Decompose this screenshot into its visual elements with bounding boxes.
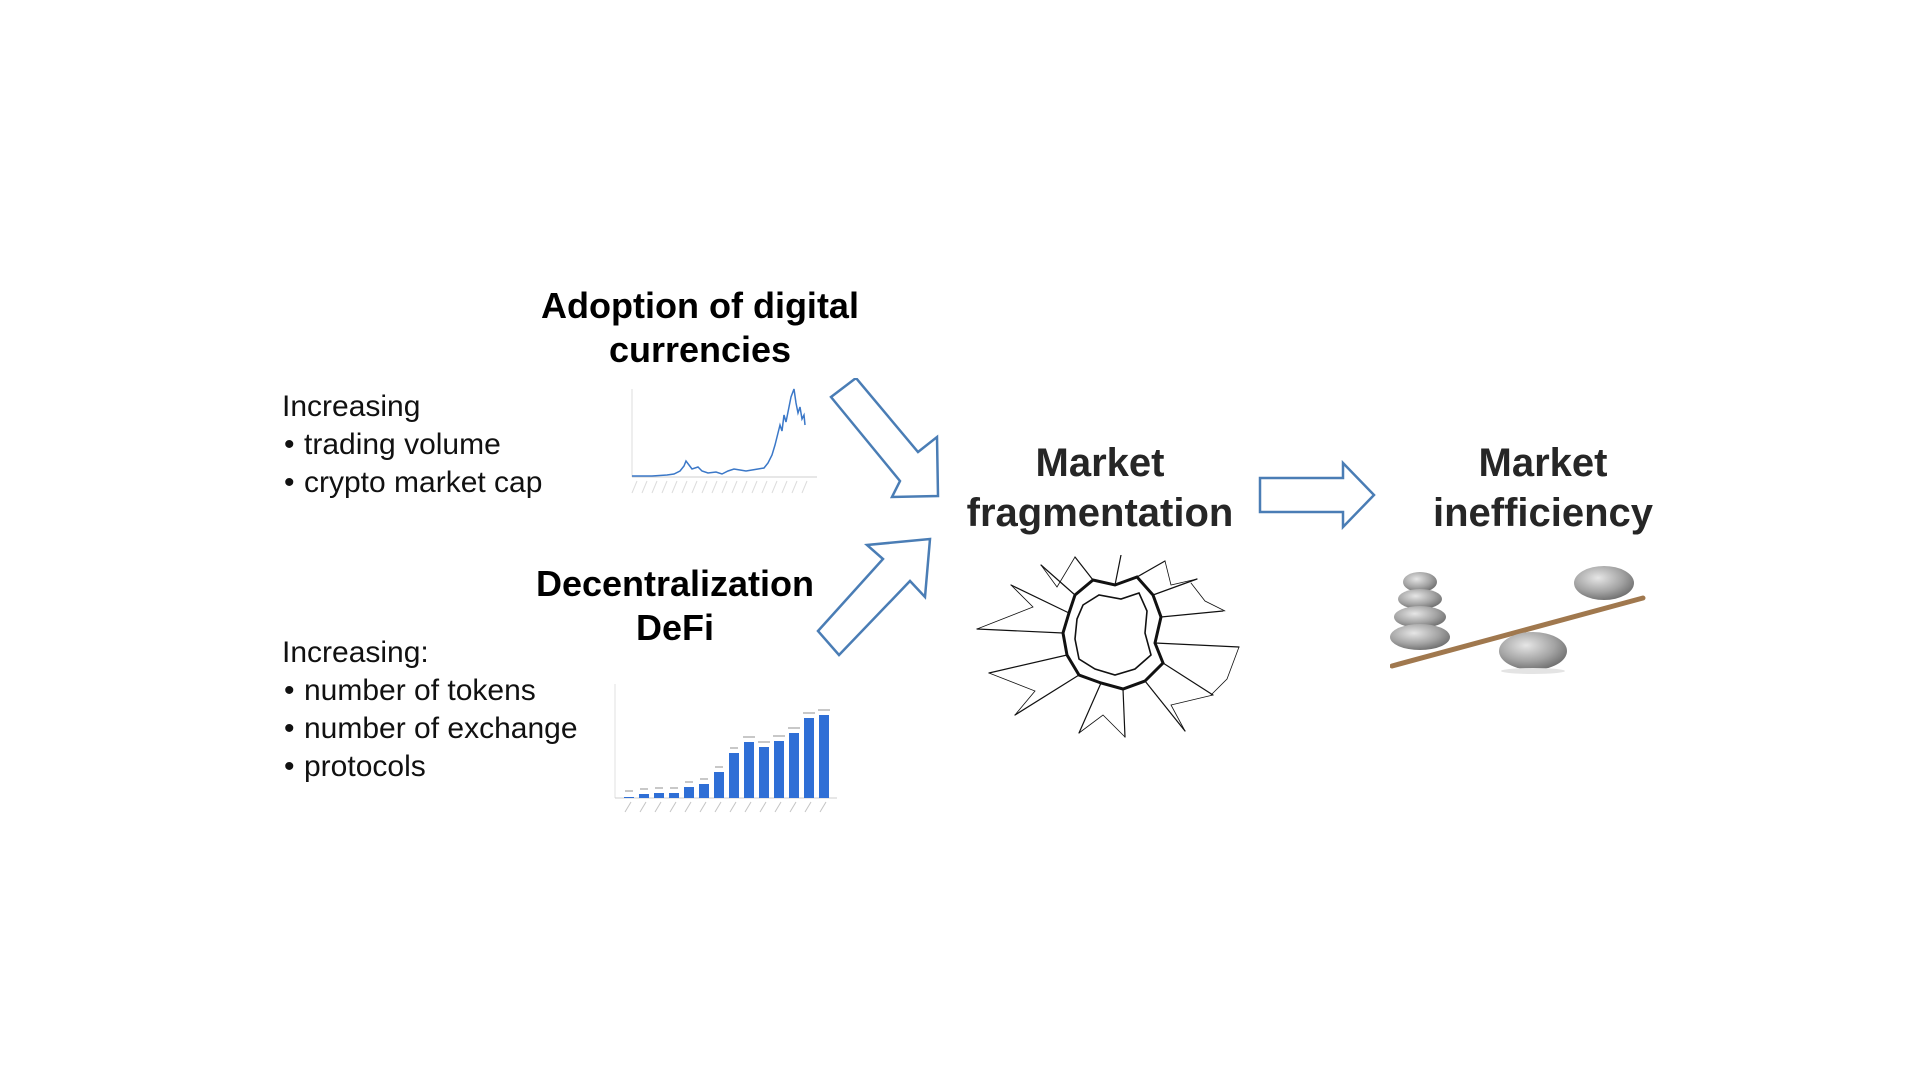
bar [669, 793, 679, 798]
bar [819, 715, 829, 798]
decentralization-heading-line2: DeFi [635, 607, 714, 648]
bar [639, 794, 649, 798]
adoption-bullet-list: trading volume crypto market cap [282, 426, 542, 502]
bar [804, 718, 814, 798]
stone [1394, 606, 1446, 628]
fragmentation-label-line1: Market [1035, 441, 1165, 485]
unbalanced-stones-icon [1390, 566, 1646, 674]
adoption-heading: Adoption of digital currencies [520, 284, 880, 372]
bar [759, 747, 769, 798]
fulcrum-shadow [1501, 668, 1565, 674]
bar-chart-value-labels [625, 709, 830, 792]
bar [684, 787, 694, 798]
seesaw-plank [1390, 595, 1646, 669]
bar [699, 784, 709, 798]
fulcrum-stone [1499, 632, 1567, 670]
adoption-intro: Increasing [282, 390, 421, 423]
bar-chart-x-tick-labels [624, 801, 827, 813]
fragmentation-label-line2: fragmentation [966, 491, 1234, 535]
decentralization-bullet: number of exchange [282, 710, 600, 748]
adoption-heading-line1: Adoption of digital [541, 285, 859, 326]
bar [624, 797, 634, 798]
bar [744, 742, 754, 798]
stone [1403, 572, 1437, 592]
growth-bar-chart-thumbnail [614, 684, 837, 813]
decentralization-bullet: number of tokens [282, 672, 600, 710]
arrow-right [1258, 460, 1376, 530]
price-line-chart-thumbnail [631, 388, 817, 494]
adoption-bullet: crypto market cap [282, 464, 542, 502]
fragmentation-label: Market fragmentation [955, 438, 1245, 538]
bar [729, 753, 739, 798]
inefficiency-label-line2: inefficiency [1432, 491, 1654, 535]
bar [654, 793, 664, 798]
stone [1574, 566, 1634, 600]
inefficiency-label: Market inefficiency [1408, 438, 1678, 538]
decentralization-heading: Decentralization DeFi [510, 562, 840, 650]
adoption-bullet: trading volume [282, 426, 542, 464]
shattered-glass-icon [976, 555, 1240, 738]
chart-x-tick-marks [631, 480, 808, 494]
adoption-heading-line2: currencies [608, 329, 792, 370]
bar [789, 733, 799, 798]
decentralization-bullet: protocols [282, 748, 600, 786]
decentralization-text-block: Increasing: number of tokens number of e… [282, 634, 600, 794]
arrow-up-right [816, 537, 932, 657]
bar-chart-bars [624, 715, 829, 798]
stone [1390, 624, 1450, 650]
arrow-down-right [829, 378, 940, 499]
adoption-text-block: Increasing trading volume crypto market … [282, 388, 542, 502]
inefficiency-label-line1: Market [1478, 441, 1608, 485]
bar [714, 772, 724, 798]
bar [774, 741, 784, 798]
decentralization-intro: Increasing: [282, 636, 429, 669]
stone [1398, 589, 1442, 609]
decentralization-heading-line1: Decentralization [535, 563, 815, 604]
price-series-line [632, 388, 806, 477]
decentralization-bullet-list: number of tokens number of exchange prot… [282, 672, 600, 786]
